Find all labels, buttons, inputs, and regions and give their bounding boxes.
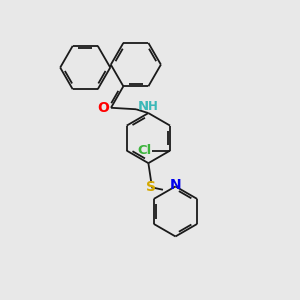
Text: O: O	[97, 101, 109, 115]
Text: H: H	[148, 100, 158, 113]
Text: N: N	[170, 178, 182, 192]
Text: S: S	[146, 180, 156, 194]
Text: Cl: Cl	[138, 144, 152, 157]
Text: N: N	[138, 100, 149, 113]
Text: O: O	[97, 101, 109, 115]
